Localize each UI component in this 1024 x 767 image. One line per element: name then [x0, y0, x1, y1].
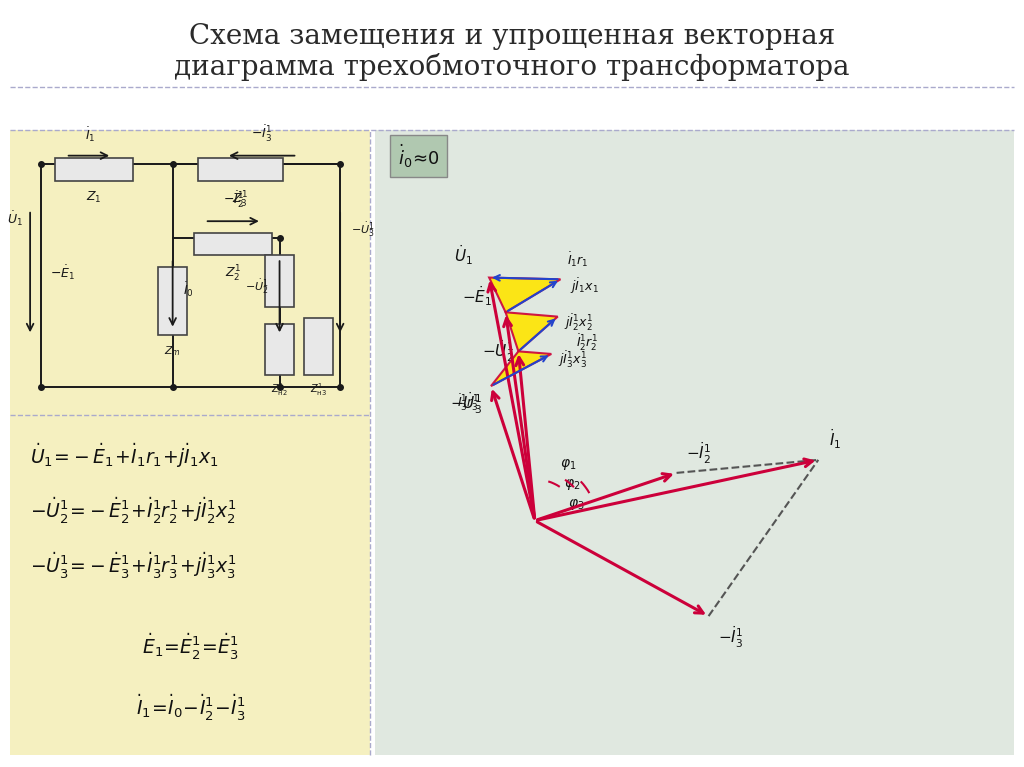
Text: $-\dot{U}^1_2$: $-\dot{U}^1_2$ [245, 278, 269, 296]
Bar [304, 318, 333, 375]
Bar [375, 130, 1014, 755]
Text: $-\dot{U}_2^1\!=\!-\dot{E}_2^1\!+\!\dot{I}_2^1r_2^1\!+\!j\dot{I}_2^1x_2^1$: $-\dot{U}_2^1\!=\!-\dot{E}_2^1\!+\!\dot{… [30, 495, 237, 525]
Text: $-\dot{U}_3^1\!=\!-\dot{E}_3^1\!+\!\dot{I}_3^1r_3^1\!+\!j\dot{I}_3^1x_3^1$: $-\dot{U}_3^1\!=\!-\dot{E}_3^1\!+\!\dot{… [30, 550, 237, 580]
Bar [265, 255, 294, 307]
Text: $\dot{I}_1$: $\dot{I}_1$ [829, 427, 842, 451]
Text: $\varphi_1$: $\varphi_1$ [560, 456, 577, 472]
Text: $-\dot{I}^1_2$: $-\dot{I}^1_2$ [222, 189, 244, 210]
Bar [55, 159, 133, 181]
Text: $-\dot{E}_1$: $-\dot{E}_1$ [462, 285, 492, 308]
Text: $-\dot{I}_3^1$: $-\dot{I}_3^1$ [718, 625, 743, 650]
Text: $\dot{U}_1$: $\dot{U}_1$ [454, 244, 473, 267]
Text: $\dot{i}_0\!\approx\!0$: $\dot{i}_0\!\approx\!0$ [397, 143, 439, 170]
Bar [10, 415, 370, 755]
Text: $\dot{I}_1\!=\!\dot{I}_0\!-\!\dot{I}_2^1\!-\!\dot{I}_3^1$: $\dot{I}_1\!=\!\dot{I}_0\!-\!\dot{I}_2^1… [135, 693, 246, 723]
Polygon shape [490, 351, 551, 386]
Text: $-\dot{U}_2^1$: $-\dot{U}_2^1$ [482, 339, 514, 364]
Text: $\dot{E}_1\!=\!\dot{E}_2^1\!=\!\dot{E}_3^1$: $\dot{E}_1\!=\!\dot{E}_2^1\!=\!\dot{E}_3… [142, 631, 239, 661]
Text: $\dot{I}_0$: $\dot{I}_0$ [183, 280, 195, 299]
Bar [265, 324, 294, 375]
Text: $-\dot{I}_2^1$: $-\dot{I}_2^1$ [686, 440, 711, 466]
Bar [159, 267, 187, 335]
Text: $j\dot{I}_2^1x_2^1$: $j\dot{I}_2^1x_2^1$ [564, 313, 594, 333]
Text: $\varphi_3$: $\varphi_3$ [567, 498, 585, 512]
Polygon shape [489, 278, 560, 312]
Text: $\dot{I}_1r_1$: $\dot{I}_1r_1$ [567, 250, 589, 269]
Text: $\dot{U}_1$: $\dot{U}_1$ [7, 210, 23, 229]
Bar [198, 159, 283, 181]
Text: $-\dot{I}^1_3$: $-\dot{I}^1_3$ [251, 124, 272, 144]
Text: $\dot{I}_1$: $\dot{I}_1$ [85, 126, 96, 144]
Text: Схема замещения и упрощенная векторная: Схема замещения и упрощенная векторная [188, 24, 836, 51]
Text: $\dot{I}_2^1r_2^1$: $\dot{I}_2^1r_2^1$ [575, 333, 598, 353]
Text: $Z_m$: $Z_m$ [164, 344, 181, 357]
Text: $j\dot{I}_3^1x_3^1$: $j\dot{I}_3^1x_3^1$ [558, 350, 587, 370]
Text: $Z^1_2$: $Z^1_2$ [225, 264, 242, 284]
Text: $Z^1_{\text{н3}}$: $Z^1_{\text{н3}}$ [310, 380, 328, 397]
Text: $Z_1$: $Z_1$ [86, 190, 102, 205]
Text: $\dot{I}_3^1r_3^1$: $\dot{I}_3^1r_3^1$ [457, 393, 479, 413]
Text: $-\dot{U}_3^1$: $-\dot{U}_3^1$ [450, 390, 482, 416]
Text: диаграмма трехобмоточного трансформатора: диаграмма трехобмоточного трансформатора [174, 53, 850, 81]
Bar [194, 232, 272, 255]
Text: $-\dot{E}_1$: $-\dot{E}_1$ [49, 263, 75, 281]
Polygon shape [506, 312, 558, 351]
Text: $Z^1_{\text{н2}}$: $Z^1_{\text{н2}}$ [271, 380, 288, 397]
Text: $j\dot{I}_1x_1$: $j\dot{I}_1x_1$ [569, 276, 598, 296]
Text: $\dot{U}_1\!=\!-\dot{E}_1\!+\!\dot{I}_1r_1\!+\!j\dot{I}_1x_1$: $\dot{U}_1\!=\!-\dot{E}_1\!+\!\dot{I}_1r… [30, 442, 219, 470]
Text: $-\dot{U}^1_3$: $-\dot{U}^1_3$ [351, 221, 375, 239]
Text: $\varphi_2$: $\varphi_2$ [564, 476, 581, 492]
Text: $Z^1_3$: $Z^1_3$ [232, 190, 249, 210]
Bar [10, 130, 370, 415]
